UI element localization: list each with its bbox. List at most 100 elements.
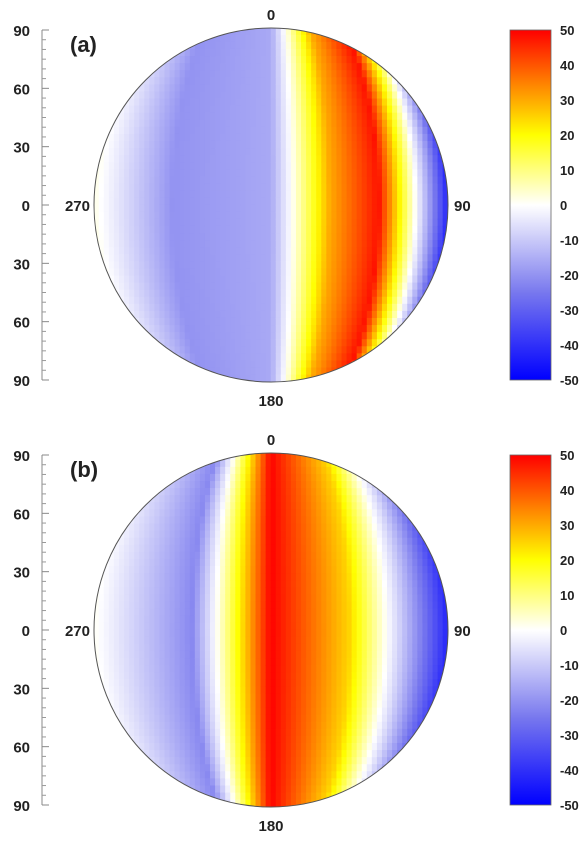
heatmap-cell xyxy=(255,133,262,142)
heatmap-cell xyxy=(118,551,125,560)
heatmap-cell xyxy=(149,247,155,255)
heatmap-cell xyxy=(134,84,140,93)
heatmap-cell xyxy=(422,176,429,185)
heatmap-cell xyxy=(230,665,236,673)
heatmap-cell xyxy=(184,339,191,347)
heatmap-cell xyxy=(215,183,221,192)
heatmap-cell xyxy=(316,140,322,149)
heatmap-cell xyxy=(260,509,267,518)
heatmap-cell xyxy=(199,339,206,347)
heatmap-cell xyxy=(113,140,120,149)
heatmap-cell xyxy=(255,672,262,680)
heatmap-cell xyxy=(184,77,191,85)
heatmap-cell xyxy=(169,240,176,248)
heatmap-cell xyxy=(346,233,353,241)
heatmap-cell xyxy=(194,785,201,794)
heatmap-cell xyxy=(376,296,383,305)
heatmap-cell xyxy=(366,84,373,93)
heatmap-cell xyxy=(184,473,191,482)
heatmap-cell xyxy=(134,622,140,631)
heatmap-cell xyxy=(103,190,110,199)
heatmap-cell xyxy=(179,728,186,737)
heatmap-cell xyxy=(103,622,110,631)
heatmap-cell xyxy=(417,148,424,156)
heatmap-cell xyxy=(402,98,408,107)
heatmap-cell xyxy=(164,303,171,312)
heatmap-cell xyxy=(210,778,216,787)
heatmap-cell xyxy=(225,679,231,687)
heatmap-cell xyxy=(371,63,378,71)
heatmap-cell xyxy=(387,268,393,277)
heatmap-cell xyxy=(179,636,186,645)
heatmap-cell xyxy=(159,70,166,78)
heatmap-cell xyxy=(230,750,236,758)
heatmap-cell xyxy=(316,665,322,673)
heatmap-cell xyxy=(220,636,226,645)
heatmap-cell xyxy=(275,176,282,185)
heatmap-cell xyxy=(265,509,272,518)
heatmap-cell xyxy=(285,346,292,354)
heatmap-cell xyxy=(235,169,241,177)
heatmap-cell xyxy=(407,268,413,277)
heatmap-cell xyxy=(245,63,252,71)
heatmap-cell xyxy=(199,353,206,362)
heatmap-cell xyxy=(129,282,135,291)
heatmap-cell xyxy=(225,133,231,142)
heatmap-cell xyxy=(290,473,297,482)
heatmap-cell xyxy=(311,155,317,163)
heatmap-cell xyxy=(260,275,267,284)
heatmap-cell xyxy=(179,339,186,347)
heatmap-cell xyxy=(321,459,327,468)
heatmap-cell xyxy=(245,332,252,340)
heatmap-cell xyxy=(169,615,176,624)
heatmap-cell xyxy=(280,41,287,50)
heatmap-cell xyxy=(255,211,262,220)
heatmap-cell xyxy=(250,523,257,532)
heatmap-cell xyxy=(255,665,262,673)
heatmap-cell xyxy=(189,580,196,588)
heatmap-cell xyxy=(189,77,196,85)
heatmap-cell xyxy=(129,240,135,248)
heatmap-cell xyxy=(194,63,201,71)
heatmap-cell xyxy=(220,721,226,730)
heatmap-cell xyxy=(295,325,302,333)
heatmap-cell xyxy=(392,148,398,156)
heatmap-cell xyxy=(124,268,130,277)
heatmap-cell xyxy=(245,70,252,78)
heatmap-cell xyxy=(189,573,196,581)
heatmap-cell xyxy=(144,261,150,270)
heatmap-cell xyxy=(311,629,317,638)
heatmap-cell xyxy=(179,112,186,121)
heatmap-cell xyxy=(159,750,166,758)
heatmap-cell xyxy=(321,77,327,85)
heatmap-cell xyxy=(306,523,312,532)
heatmap-cell xyxy=(295,481,302,489)
heatmap-cell xyxy=(285,799,292,807)
heatmap-cell xyxy=(144,233,150,241)
heatmap-cell xyxy=(179,126,186,135)
heatmap-cell xyxy=(275,63,282,71)
heatmap-cell xyxy=(255,481,262,489)
heatmap-cell xyxy=(351,225,358,234)
heatmap-cell xyxy=(159,197,166,206)
heatmap-cell xyxy=(118,679,125,687)
heatmap-cell xyxy=(336,225,343,234)
heatmap-cell xyxy=(215,665,221,673)
heatmap-cell xyxy=(184,126,191,135)
heatmap-cell xyxy=(331,254,338,262)
heatmap-cell xyxy=(199,679,206,687)
heatmap-cell xyxy=(290,700,297,709)
heatmap-cell xyxy=(341,254,348,262)
heatmap-cell xyxy=(280,339,287,347)
heatmap-cell xyxy=(301,275,307,284)
heatmap-cell xyxy=(311,360,317,369)
heatmap-cell xyxy=(265,289,272,298)
heatmap-cell xyxy=(402,148,408,156)
heatmap-cell xyxy=(270,771,277,779)
heatmap-cell xyxy=(149,544,155,553)
heatmap-cell xyxy=(124,629,130,638)
heatmap-cell xyxy=(194,225,201,234)
heatmap-cell xyxy=(341,275,348,284)
heatmap-cell xyxy=(164,268,171,277)
heatmap-cell xyxy=(240,218,247,227)
